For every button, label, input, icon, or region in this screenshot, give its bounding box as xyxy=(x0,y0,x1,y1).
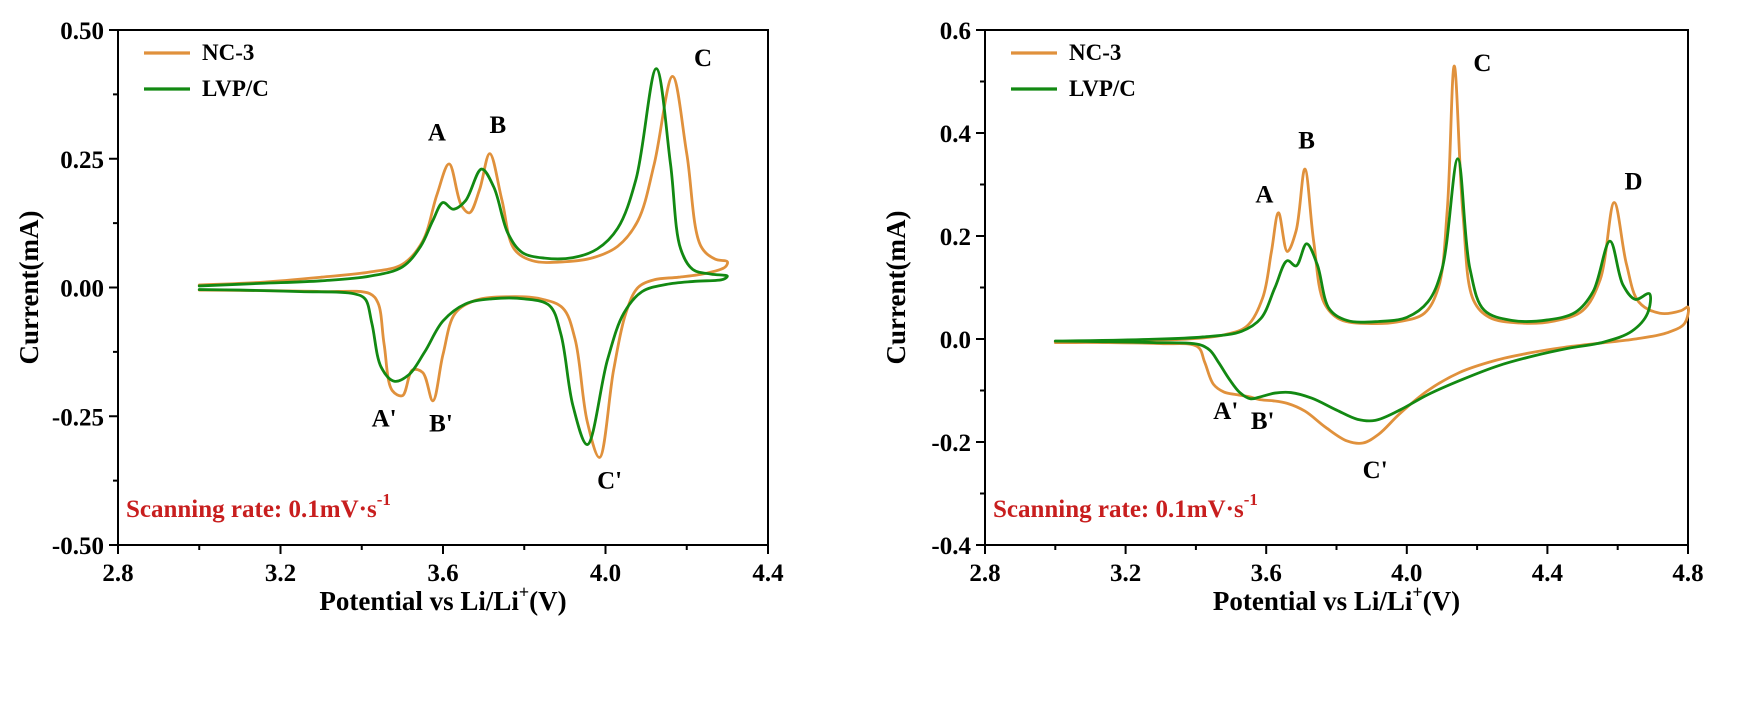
axis-ticks xyxy=(109,29,769,554)
peak-label-b-prime: B' xyxy=(1251,408,1275,435)
peak-label-a: A xyxy=(428,120,446,147)
x-tick-label: 3.6 xyxy=(1251,560,1282,587)
x-tick-label: 4.4 xyxy=(752,560,784,587)
y-tick-label: 0.6 xyxy=(940,18,971,45)
y-tick-label: 0.50 xyxy=(60,18,104,45)
x-axis-title: Potential vs Li/Li+(V) xyxy=(319,582,566,616)
series-group xyxy=(197,67,729,459)
peak-label-b-prime: B' xyxy=(429,411,453,438)
x-tick-label: 3.2 xyxy=(265,560,296,587)
legend-label: NC-3 xyxy=(1069,40,1121,65)
legend-label: LVP/C xyxy=(1069,76,1136,101)
x-tick-label: 4.4 xyxy=(1532,560,1564,587)
y-axis-title: Current(mA) xyxy=(881,211,911,365)
x-tick-label: 3.6 xyxy=(427,560,458,587)
peak-label-d: D xyxy=(1624,169,1642,196)
axis-ticks xyxy=(976,29,1689,554)
series-path-nc-3 xyxy=(1053,64,1690,445)
legend: NC-3 LVP/C xyxy=(144,40,269,101)
y-tick-label: -0.25 xyxy=(52,404,104,431)
cv-chart-right: 2.8 3.2 3.6 4.0 4.4 4.8 0.6 0.4 0.2 0.0 -0.2 -0.4 Po… xyxy=(880,0,1760,721)
cv-chart-left: 2.8 3.2 3.6 4.0 4.4 0.50 0.25 0.00 -0.25 -0.50 Pot… xyxy=(0,0,880,721)
scanning-rate-note: Scanning rate: 0.1mV·s-1 xyxy=(993,490,1258,523)
series-group xyxy=(1053,64,1690,445)
peak-label-c-prime: C' xyxy=(597,467,622,494)
y-tick-label: 0.25 xyxy=(60,147,104,174)
y-tick-label: -0.2 xyxy=(931,430,971,457)
y-axis-title: Current(mA) xyxy=(14,211,44,365)
legend-label: LVP/C xyxy=(202,76,269,101)
series-path-lvp-c xyxy=(197,67,729,446)
legend-label: NC-3 xyxy=(202,40,254,65)
y-tick-label: -0.4 xyxy=(931,533,971,560)
peak-label-a-prime: A' xyxy=(372,406,397,433)
x-tick-label: 4.0 xyxy=(590,560,621,587)
plot-background xyxy=(880,0,1760,721)
peak-label-c: C xyxy=(694,45,712,72)
peak-labels: A B C D A' B' C' xyxy=(1213,50,1642,484)
x-axis-tick-labels: 2.8 3.2 3.6 4.0 4.4 xyxy=(102,560,784,587)
peak-label-a-prime: A' xyxy=(1213,398,1238,425)
peak-label-b: B xyxy=(1298,127,1315,154)
scanning-rate-note: Scanning rate: 0.1mV·s-1 xyxy=(126,490,391,523)
plot-background xyxy=(0,0,880,721)
peak-labels: A B C A' B' C' xyxy=(372,45,712,494)
legend: NC-3 LVP/C xyxy=(1011,40,1136,101)
peak-label-a: A xyxy=(1255,182,1273,209)
y-tick-label: -0.50 xyxy=(52,533,104,560)
x-tick-label: 4.8 xyxy=(1672,560,1703,587)
cv-panel-left: 2.8 3.2 3.6 4.0 4.4 0.50 0.25 0.00 -0.25 -0.50 Pot… xyxy=(0,0,880,721)
peak-label-b: B xyxy=(490,112,507,139)
x-tick-label: 4.0 xyxy=(1391,560,1422,587)
x-tick-label: 3.2 xyxy=(1110,560,1141,587)
series-path-nc-3 xyxy=(197,74,729,459)
x-tick-label: 2.8 xyxy=(102,560,133,587)
y-tick-label: 0.4 xyxy=(940,121,972,148)
y-tick-label: 0.00 xyxy=(60,276,104,303)
x-tick-label: 2.8 xyxy=(969,560,1000,587)
peak-label-c-prime: C' xyxy=(1363,457,1388,484)
peak-label-c: C xyxy=(1473,50,1491,77)
y-axis-tick-labels: 0.6 0.4 0.2 0.0 -0.2 -0.4 xyxy=(931,18,971,560)
y-tick-label: 0.2 xyxy=(940,224,971,251)
x-axis-title: Potential vs Li/Li+(V) xyxy=(1213,582,1460,616)
y-axis-tick-labels: 0.50 0.25 0.00 -0.25 -0.50 xyxy=(52,18,104,560)
x-axis-tick-labels: 2.8 3.2 3.6 4.0 4.4 4.8 xyxy=(969,560,1703,587)
y-tick-label: 0.0 xyxy=(940,327,971,354)
cv-panel-right: 2.8 3.2 3.6 4.0 4.4 4.8 0.6 0.4 0.2 0.0 -0.2 -0.4 Po… xyxy=(880,0,1760,721)
series-path-lvp-c xyxy=(1053,157,1652,423)
